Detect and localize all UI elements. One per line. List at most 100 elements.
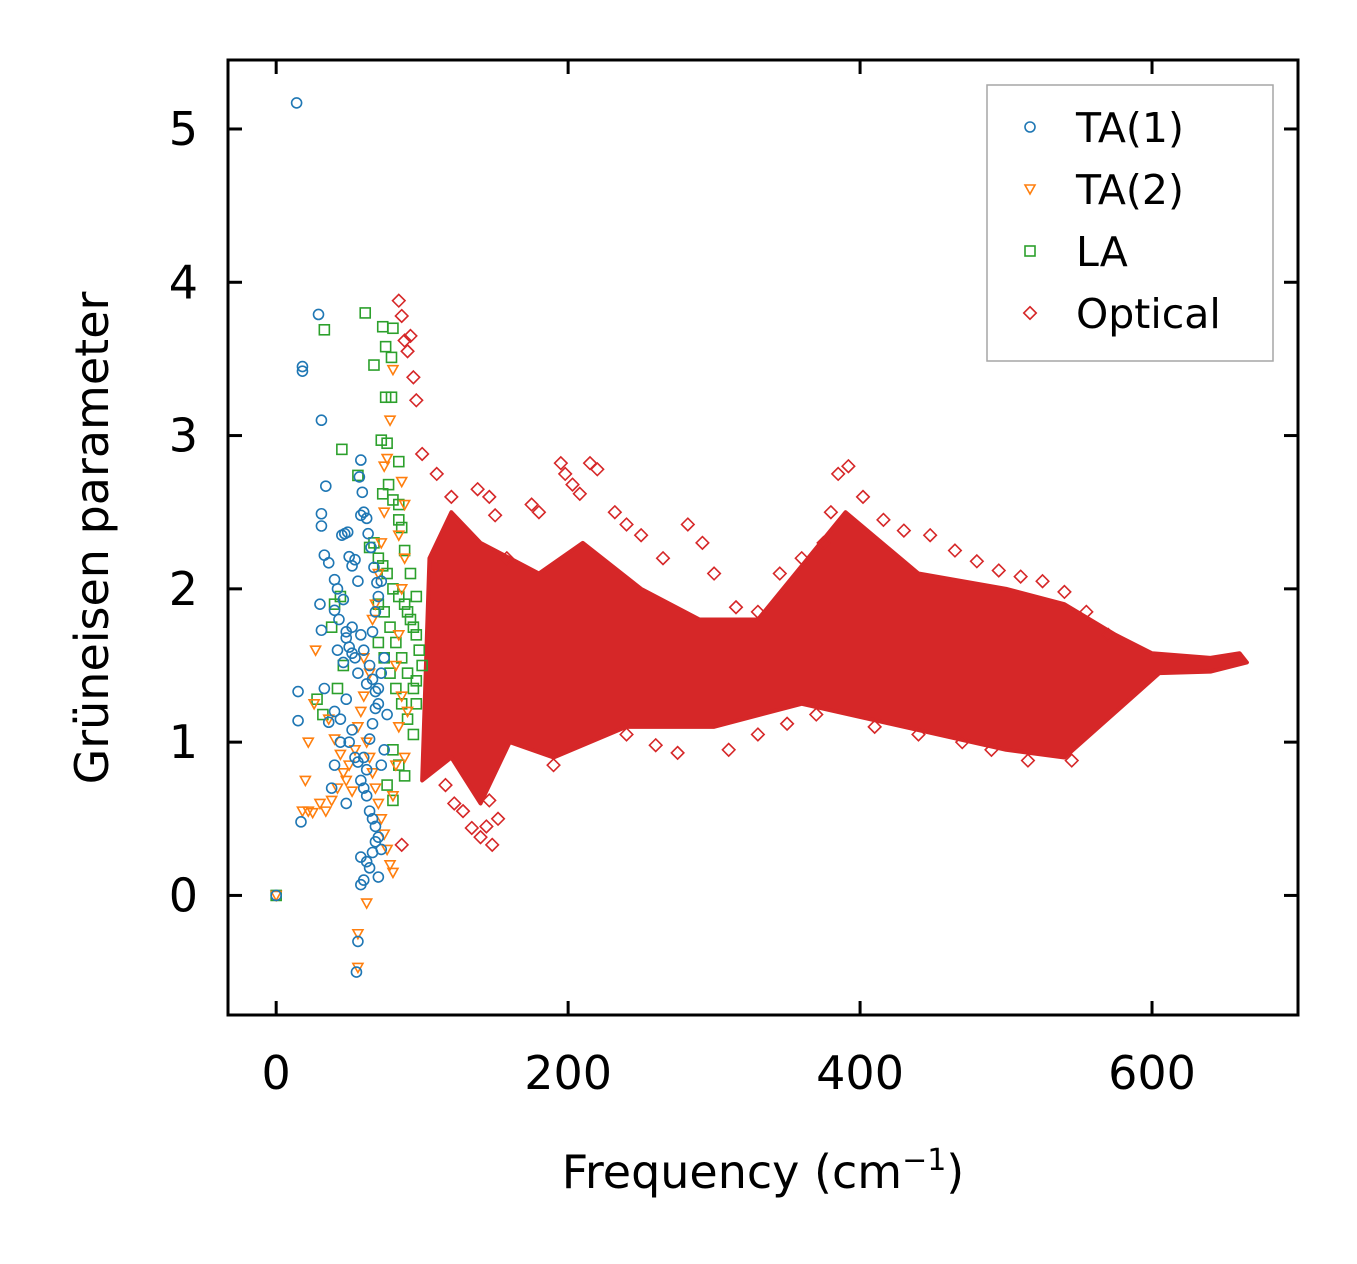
- data-point: [392, 630, 406, 642]
- data-point: [336, 443, 348, 456]
- data-point: [331, 682, 344, 695]
- data-point: [922, 527, 938, 543]
- data-point: [375, 575, 388, 587]
- y-tick-label: 2: [169, 562, 198, 616]
- data-point: [290, 97, 303, 109]
- data-point: [374, 813, 388, 826]
- data-point: [334, 590, 347, 603]
- data-point: [443, 489, 459, 505]
- data-point: [378, 652, 390, 664]
- data-point: [728, 599, 744, 615]
- y-tick-label: 0: [169, 868, 198, 922]
- data-point: [352, 667, 364, 679]
- data-point: [341, 526, 354, 538]
- data-point: [1078, 604, 1094, 620]
- data-point: [876, 512, 891, 528]
- data-point: [473, 829, 488, 845]
- data-point: [360, 789, 373, 802]
- data-point: [360, 898, 374, 910]
- data-point: [401, 713, 414, 725]
- data-point: [706, 566, 722, 581]
- data-point: [382, 478, 395, 491]
- data-point: [345, 786, 359, 798]
- data-point: [319, 806, 333, 818]
- data-point: [372, 682, 385, 695]
- data-point: [490, 811, 506, 827]
- data-point: [350, 966, 363, 978]
- data-point: [867, 719, 883, 735]
- series-ta-2: [269, 364, 414, 975]
- data-point: [375, 759, 388, 771]
- data-point: [855, 489, 871, 505]
- data-point: [1057, 584, 1072, 600]
- data-point: [380, 453, 394, 466]
- data-point: [395, 652, 408, 664]
- data-point: [386, 867, 400, 880]
- data-point: [557, 466, 573, 482]
- data-point: [446, 796, 462, 811]
- data-point: [381, 779, 393, 791]
- data-point: [331, 644, 344, 656]
- data-point: [315, 520, 328, 532]
- data-point: [750, 604, 766, 620]
- data-point: [355, 878, 367, 891]
- data-point: [378, 606, 390, 618]
- data-point: [366, 717, 379, 730]
- data-point: [582, 455, 598, 471]
- data-point: [369, 783, 382, 795]
- data-point: [355, 851, 367, 863]
- data-point: [315, 624, 328, 637]
- data-point: [360, 737, 374, 749]
- data-point: [392, 498, 405, 511]
- data-point: [307, 699, 321, 711]
- data-point: [363, 805, 376, 817]
- series-optical: [391, 293, 1249, 853]
- data-point: [407, 682, 420, 695]
- data-point: [779, 716, 795, 732]
- data-point: [392, 530, 406, 542]
- data-point: [410, 675, 423, 687]
- data-point: [322, 714, 336, 726]
- data-point: [339, 775, 353, 788]
- data-point: [328, 604, 341, 617]
- data-point: [349, 553, 361, 566]
- data-point: [633, 527, 649, 543]
- data-point: [353, 471, 366, 483]
- data-point: [351, 928, 365, 941]
- data-point: [381, 567, 393, 580]
- series-ta-1: [270, 97, 393, 978]
- data-layer: [269, 97, 1249, 978]
- data-point: [349, 652, 361, 664]
- data-point: [395, 691, 409, 703]
- data-point: [410, 590, 423, 603]
- data-point: [830, 466, 846, 482]
- data-point: [334, 749, 347, 762]
- data-point: [328, 759, 341, 771]
- data-point: [346, 560, 358, 572]
- x-axis-label: Frequency (cm−1): [562, 1143, 965, 1199]
- data-point: [296, 806, 309, 818]
- data-point: [369, 835, 382, 848]
- data-point: [366, 673, 379, 686]
- data-point: [531, 504, 547, 520]
- data-point: [607, 504, 623, 520]
- data-point: [357, 751, 370, 764]
- data-point: [328, 705, 341, 718]
- data-point: [269, 890, 283, 903]
- data-point: [487, 507, 503, 523]
- data-point: [356, 486, 369, 499]
- data-point: [376, 488, 389, 500]
- data-point: [398, 598, 411, 610]
- data-point: [292, 685, 304, 698]
- data-point: [395, 521, 408, 534]
- data-point: [389, 760, 403, 772]
- data-point: [325, 621, 338, 633]
- data-point: [368, 359, 380, 371]
- data-point: [369, 606, 382, 618]
- legend-marker: [1024, 245, 1036, 257]
- data-point: [553, 455, 569, 471]
- data-point: [386, 790, 400, 803]
- data-point: [407, 728, 420, 741]
- data-point: [357, 644, 370, 656]
- data-point: [366, 812, 379, 825]
